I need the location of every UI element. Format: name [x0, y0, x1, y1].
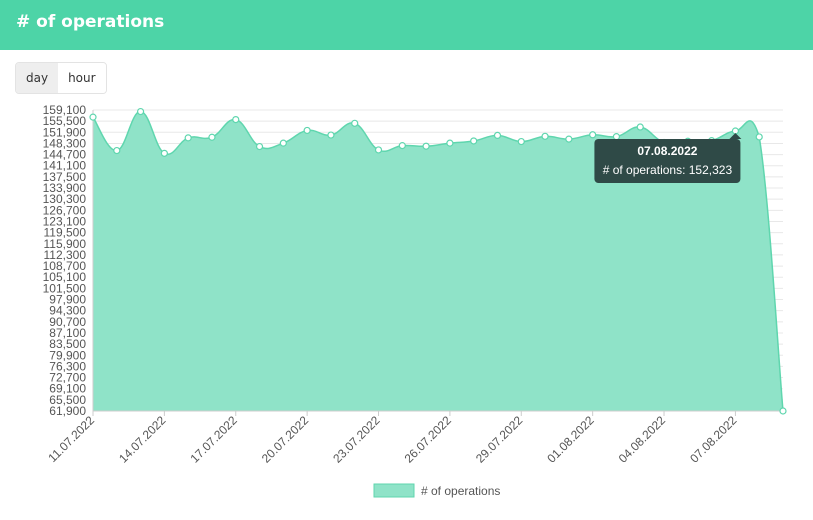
y-tick-label: 94,300 — [49, 304, 86, 318]
y-tick-label: 72,700 — [49, 371, 86, 385]
data-point — [779, 407, 787, 415]
data-point — [398, 142, 406, 150]
data-point — [160, 149, 168, 157]
y-tick-label: 126,700 — [43, 203, 87, 217]
data-point — [327, 131, 335, 139]
x-tick-label: 20.07.2022 — [259, 413, 312, 466]
x-tick-label: 07.08.2022 — [687, 413, 740, 466]
y-tick-label: 65,500 — [49, 393, 86, 407]
day-toggle-button[interactable]: day — [16, 63, 59, 93]
y-tick-label: 155,500 — [43, 114, 87, 128]
data-point — [755, 133, 763, 141]
data-point — [517, 137, 525, 146]
y-tick-label: 97,900 — [49, 293, 86, 307]
data-point — [446, 139, 454, 147]
x-tick-label: 29.07.2022 — [473, 413, 526, 466]
y-tick-label: 108,700 — [43, 259, 87, 273]
tooltip-date: 07.08.2022 — [637, 144, 697, 158]
x-tick-label: 01.08.2022 — [544, 413, 597, 466]
y-tick-label: 69,100 — [49, 382, 86, 396]
data-point — [565, 135, 573, 143]
x-tick-label: 04.08.2022 — [616, 413, 669, 466]
data-point — [279, 139, 287, 147]
data-point — [541, 132, 549, 140]
y-tick-label: 119,500 — [44, 226, 87, 240]
y-tick-label: 123,100 — [43, 214, 87, 228]
tooltip-value: # of operations: 152,323 — [603, 163, 733, 177]
y-tick-label: 115,900 — [44, 237, 87, 251]
tooltip-caret — [729, 132, 742, 139]
x-tick-label: 17.07.2022 — [188, 413, 241, 466]
legend-swatch — [373, 483, 415, 498]
data-point — [470, 137, 478, 145]
y-tick-label: 130,300 — [43, 192, 87, 206]
page-title: # of operations — [16, 12, 165, 32]
y-tick-label: 105,100 — [43, 270, 87, 284]
hour-toggle-button[interactable]: hour — [58, 63, 106, 93]
data-point — [136, 107, 145, 116]
data-point — [255, 142, 264, 151]
y-tick-label: 112,300 — [44, 248, 87, 262]
data-point — [589, 131, 597, 139]
data-point — [612, 133, 621, 141]
data-point — [303, 126, 311, 135]
legend-label: # of operations — [421, 484, 500, 498]
y-tick-label: 87,100 — [49, 326, 86, 340]
x-tick-label: 11.07.2022 — [45, 413, 97, 465]
tooltip-box — [594, 138, 741, 183]
data-point — [113, 146, 121, 155]
data-point — [208, 133, 216, 141]
y-tick-label: 79,900 — [49, 348, 86, 362]
data-point — [232, 115, 240, 124]
data-point — [374, 146, 383, 154]
y-tick-label: 151,900 — [43, 125, 87, 139]
y-tick-label: 101,500 — [43, 281, 87, 295]
x-tick-label: 14.07.2022 — [116, 413, 169, 466]
series-area — [93, 111, 783, 411]
granularity-toggle: day hour — [15, 62, 107, 94]
x-tick-label: 23.07.2022 — [330, 413, 383, 466]
data-point — [493, 131, 502, 139]
y-tick-label: 83,500 — [49, 337, 86, 351]
data-point — [422, 142, 430, 150]
y-tick-label: 148,300 — [43, 136, 87, 150]
data-point — [351, 119, 359, 127]
y-tick-label: 61,900 — [49, 404, 86, 418]
y-tick-label: 141,100 — [43, 159, 87, 173]
y-tick-label: 137,500 — [43, 170, 87, 184]
y-tick-label: 76,300 — [49, 359, 86, 373]
y-tick-label: 133,900 — [43, 181, 87, 195]
data-point — [184, 134, 192, 142]
data-point — [89, 113, 97, 121]
data-point — [636, 123, 644, 131]
y-tick-label: 144,700 — [43, 148, 87, 162]
page-header: # of operations — [0, 0, 813, 50]
x-tick-label: 26.07.2022 — [402, 413, 455, 466]
y-tick-label: 90,700 — [49, 315, 86, 329]
y-tick-label: 159,100 — [43, 103, 87, 117]
